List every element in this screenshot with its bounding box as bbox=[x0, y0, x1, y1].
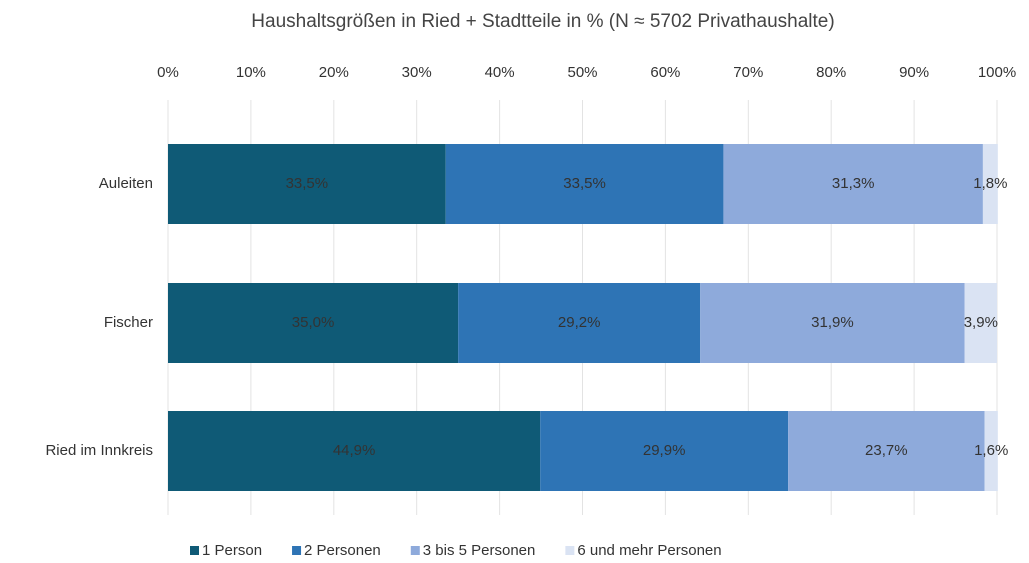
x-tick-label: 20% bbox=[319, 64, 349, 81]
x-tick-label: 90% bbox=[899, 64, 929, 81]
bar-segment bbox=[982, 144, 998, 224]
x-tick-label: 60% bbox=[650, 64, 680, 81]
bar-segment bbox=[540, 411, 789, 491]
bar-segment bbox=[984, 411, 998, 491]
legend-swatch bbox=[190, 546, 199, 555]
value-label: 1,6% bbox=[974, 442, 1008, 459]
bar-segment bbox=[788, 411, 985, 491]
x-tick-label: 40% bbox=[485, 64, 515, 81]
value-label: 3,9% bbox=[964, 314, 998, 331]
bar-segment bbox=[168, 283, 459, 363]
legend-label: 2 Personen bbox=[304, 542, 381, 559]
bar-segment bbox=[168, 144, 446, 224]
value-label: 35,0% bbox=[292, 314, 335, 331]
value-label: 33,5% bbox=[563, 175, 606, 192]
x-tick-label: 10% bbox=[236, 64, 266, 81]
value-label: 31,3% bbox=[832, 175, 875, 192]
value-label: 44,9% bbox=[333, 442, 376, 459]
x-tick-label: 80% bbox=[816, 64, 846, 81]
legend-swatch bbox=[292, 546, 302, 555]
bar-segment bbox=[445, 144, 724, 224]
value-label: 29,2% bbox=[558, 314, 601, 331]
x-tick-label: 0% bbox=[157, 64, 179, 81]
y-tick-label: Fischer bbox=[104, 314, 153, 331]
legend-swatch bbox=[565, 546, 575, 555]
value-label: 23,7% bbox=[865, 442, 908, 459]
value-label: 29,9% bbox=[643, 442, 686, 459]
y-tick-label: Ried im Innkreis bbox=[45, 442, 153, 459]
bar-segment bbox=[458, 283, 701, 363]
legend-label: 6 und mehr Personen bbox=[577, 542, 721, 559]
y-tick-label: Auleiten bbox=[99, 175, 153, 192]
chart-title: Haushaltsgrößen in Ried + Stadtteile in … bbox=[251, 11, 834, 32]
bar-segment bbox=[168, 411, 541, 491]
bar-segment bbox=[700, 283, 965, 363]
x-tick-label: 70% bbox=[733, 64, 763, 81]
bar-segment bbox=[723, 144, 983, 224]
x-tick-label: 100% bbox=[978, 64, 1016, 81]
x-tick-label: 30% bbox=[402, 64, 432, 81]
bar-segment bbox=[964, 283, 997, 363]
legend-label: 3 bis 5 Personen bbox=[423, 542, 536, 559]
value-label: 1,8% bbox=[973, 175, 1007, 192]
value-label: 33,5% bbox=[286, 175, 329, 192]
x-tick-label: 50% bbox=[567, 64, 597, 81]
legend-swatch bbox=[410, 546, 420, 555]
legend-label: 1 Person bbox=[202, 542, 262, 559]
value-label: 31,9% bbox=[811, 314, 854, 331]
